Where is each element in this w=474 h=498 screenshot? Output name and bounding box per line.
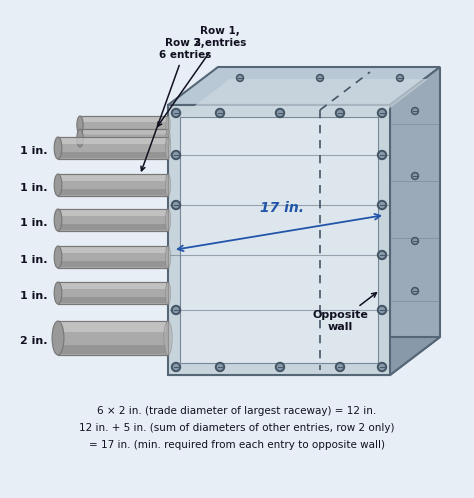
Circle shape — [275, 363, 284, 372]
Polygon shape — [168, 105, 390, 375]
Bar — [58, 137, 168, 159]
Circle shape — [396, 75, 403, 82]
Circle shape — [173, 111, 179, 116]
Circle shape — [172, 150, 181, 159]
Polygon shape — [168, 337, 440, 375]
Bar — [82, 129, 166, 135]
Bar — [82, 128, 166, 133]
Bar — [60, 137, 166, 144]
Circle shape — [318, 76, 322, 80]
Bar — [82, 141, 166, 146]
Circle shape — [377, 363, 386, 372]
Ellipse shape — [52, 321, 64, 355]
Circle shape — [380, 203, 384, 208]
Ellipse shape — [165, 174, 171, 196]
Circle shape — [380, 111, 384, 116]
Bar — [60, 297, 166, 303]
Bar — [80, 129, 168, 147]
Text: 1 in.: 1 in. — [20, 255, 48, 265]
Bar — [58, 282, 168, 304]
Circle shape — [173, 152, 179, 157]
Circle shape — [218, 111, 222, 116]
Bar — [60, 152, 166, 158]
Circle shape — [172, 109, 181, 118]
Circle shape — [413, 109, 417, 113]
Circle shape — [172, 201, 181, 210]
Circle shape — [413, 239, 417, 243]
Circle shape — [336, 109, 345, 118]
Circle shape — [380, 365, 384, 370]
Ellipse shape — [164, 321, 172, 355]
Ellipse shape — [77, 129, 83, 147]
Ellipse shape — [166, 129, 170, 147]
Circle shape — [380, 252, 384, 257]
Circle shape — [380, 152, 384, 157]
Circle shape — [216, 363, 225, 372]
Circle shape — [377, 109, 386, 118]
Bar — [60, 189, 166, 195]
Text: 1 in.: 1 in. — [20, 218, 48, 228]
Circle shape — [275, 109, 284, 118]
Bar — [60, 246, 166, 253]
Circle shape — [413, 174, 417, 178]
Circle shape — [377, 305, 386, 315]
Ellipse shape — [165, 246, 171, 268]
Ellipse shape — [165, 282, 171, 304]
Circle shape — [172, 363, 181, 372]
Circle shape — [398, 76, 402, 80]
Circle shape — [336, 363, 345, 372]
Circle shape — [411, 108, 419, 115]
Text: = 17 in. (min. required from each entry to opposite wall): = 17 in. (min. required from each entry … — [89, 440, 385, 450]
Circle shape — [277, 365, 283, 370]
Polygon shape — [390, 67, 440, 375]
Text: Row 1,
3 entries: Row 1, 3 entries — [157, 26, 246, 126]
Circle shape — [377, 250, 386, 259]
Circle shape — [377, 150, 386, 159]
Bar — [60, 209, 166, 216]
Circle shape — [237, 75, 244, 82]
Text: 2 in.: 2 in. — [20, 336, 48, 346]
Polygon shape — [180, 79, 428, 117]
Circle shape — [411, 238, 419, 245]
Bar — [60, 321, 166, 332]
Bar — [58, 174, 168, 196]
Circle shape — [218, 365, 222, 370]
Text: 6 × 2 in. (trade diameter of largest raceway) = 12 in.: 6 × 2 in. (trade diameter of largest rac… — [97, 406, 377, 416]
Text: Opposite
wall: Opposite wall — [312, 293, 376, 332]
Circle shape — [337, 365, 343, 370]
Circle shape — [277, 111, 283, 116]
Circle shape — [173, 203, 179, 208]
Ellipse shape — [54, 174, 62, 196]
Bar — [60, 174, 166, 181]
Circle shape — [216, 109, 225, 118]
Bar — [58, 246, 168, 268]
Bar — [58, 209, 168, 231]
Polygon shape — [168, 67, 440, 105]
Circle shape — [411, 287, 419, 294]
Circle shape — [317, 75, 323, 82]
Ellipse shape — [54, 282, 62, 304]
Ellipse shape — [166, 116, 170, 134]
Bar — [60, 345, 166, 354]
Ellipse shape — [165, 137, 171, 159]
Circle shape — [173, 308, 179, 312]
Bar — [80, 116, 168, 134]
Ellipse shape — [54, 246, 62, 268]
Ellipse shape — [54, 209, 62, 231]
Bar — [60, 282, 166, 289]
Circle shape — [411, 172, 419, 179]
Circle shape — [172, 305, 181, 315]
Text: 1 in.: 1 in. — [20, 146, 48, 156]
Circle shape — [173, 365, 179, 370]
Circle shape — [377, 201, 386, 210]
Circle shape — [413, 289, 417, 293]
Polygon shape — [180, 117, 378, 363]
Ellipse shape — [54, 137, 62, 159]
Text: 1 in.: 1 in. — [20, 183, 48, 193]
Text: Row 2,
6 entries: Row 2, 6 entries — [141, 38, 211, 171]
Text: 17 in.: 17 in. — [260, 201, 304, 215]
Text: 1 in.: 1 in. — [20, 291, 48, 301]
Text: 12 in. + 5 in. (sum of diameters of other entries, row 2 only): 12 in. + 5 in. (sum of diameters of othe… — [79, 423, 395, 433]
Ellipse shape — [77, 116, 83, 134]
